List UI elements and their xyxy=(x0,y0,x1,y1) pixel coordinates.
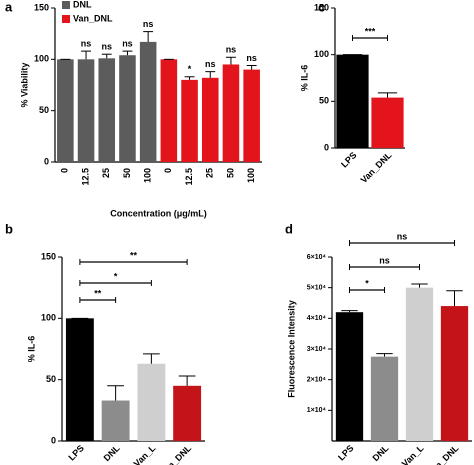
significance-label: ** xyxy=(94,288,102,298)
bar xyxy=(243,69,260,162)
y-tick-label: 4×10⁴ xyxy=(307,315,327,322)
y-tick-label: 150 xyxy=(41,251,56,261)
x-tick-label: Van_DNL xyxy=(158,443,193,465)
x-tick-label: Van_L xyxy=(132,443,158,465)
y-tick-label: 5×10⁴ xyxy=(307,285,327,292)
y-tick-label: 50 xyxy=(39,105,49,115)
panel-letter: c xyxy=(318,0,325,14)
significance-label: ns xyxy=(246,53,257,63)
x-tick-label: 50 xyxy=(225,168,235,178)
y-tick-label: 100 xyxy=(34,54,49,64)
significance-label: * xyxy=(188,64,192,74)
bar xyxy=(139,41,157,162)
y-tick-label: 0 xyxy=(51,435,56,445)
significance-label: *** xyxy=(365,26,376,36)
significance-label: ns xyxy=(379,255,390,265)
y-tick-label: 150 xyxy=(34,2,49,12)
panel-letter: b xyxy=(5,221,13,236)
bar xyxy=(137,363,166,441)
bar xyxy=(336,54,369,148)
significance-label: ** xyxy=(130,250,138,260)
bar xyxy=(181,79,198,162)
significance-label: ns xyxy=(143,19,154,29)
bar xyxy=(405,287,434,441)
x-tick-label: Van_L xyxy=(400,443,426,465)
y-tick-label: 6×10⁴ xyxy=(307,254,327,261)
legend-swatch xyxy=(62,1,70,9)
y-tick-label: 0 xyxy=(324,142,329,152)
y-axis-label: % IL-6 xyxy=(26,336,36,363)
bar xyxy=(201,77,219,162)
bar xyxy=(77,59,95,163)
y-tick-label: 1×10⁴ xyxy=(307,407,327,414)
x-tick-label: DNL xyxy=(370,443,391,464)
y-tick-label: 150 xyxy=(314,2,329,12)
bar xyxy=(101,400,130,441)
significance-label: * xyxy=(114,271,118,281)
bar xyxy=(98,58,116,162)
x-tick-label: 0 xyxy=(60,168,70,173)
x-tick-label: 12.5 xyxy=(80,168,90,186)
y-axis-label: % Viability xyxy=(19,63,29,108)
x-tick-label: 0 xyxy=(163,168,173,173)
panel-letter: d xyxy=(285,221,293,236)
x-tick-label: 50 xyxy=(122,168,132,178)
y-tick-label: 50 xyxy=(46,374,56,384)
x-tick-label: Van_DNL xyxy=(426,443,461,465)
bar xyxy=(160,59,178,163)
x-tick-label: 100 xyxy=(143,168,153,183)
x-tick-label: 25 xyxy=(205,168,215,178)
bar xyxy=(57,59,74,163)
legend-swatch xyxy=(62,15,70,23)
y-tick-label: 50 xyxy=(319,96,329,106)
bar xyxy=(119,55,136,162)
bar xyxy=(335,312,364,441)
x-tick-label: 25 xyxy=(101,168,111,178)
y-tick-label: 100 xyxy=(41,313,56,323)
x-tick-label: 12.5 xyxy=(184,168,194,186)
x-tick-label: LPS xyxy=(339,150,358,169)
significance-label: ns xyxy=(122,38,133,48)
significance-label: ns xyxy=(397,231,408,241)
significance-label: ns xyxy=(205,59,216,69)
y-tick-label: 2×10⁴ xyxy=(307,377,327,384)
x-tick-label: LPS xyxy=(336,443,355,462)
significance-label: ns xyxy=(226,45,237,55)
bar xyxy=(440,306,469,441)
legend-label: DNL xyxy=(73,0,92,9)
x-tick-label: LPS xyxy=(67,443,86,462)
y-tick-label: 100 xyxy=(314,49,329,59)
significance-label: ns xyxy=(81,38,92,48)
legend-label: Van_DNL xyxy=(73,13,113,23)
x-tick-label: 100 xyxy=(246,168,256,183)
y-axis-label: % IL-6 xyxy=(299,65,309,92)
y-axis-label: Fluorescence Intensity xyxy=(286,300,296,398)
panel-letter: a xyxy=(5,0,13,14)
y-tick-label: 0 xyxy=(44,156,49,166)
bar xyxy=(370,356,399,441)
y-tick-label: 3×10⁴ xyxy=(307,346,327,353)
bar xyxy=(173,385,202,441)
bar xyxy=(371,97,404,148)
bar xyxy=(65,318,94,441)
bar xyxy=(222,64,240,162)
significance-label: ns xyxy=(101,42,112,52)
x-axis-label: Concentration (μg/mL) xyxy=(110,208,207,218)
significance-label: * xyxy=(365,278,369,288)
x-tick-label: DNL xyxy=(102,443,123,464)
x-tick-label: Van_DNL xyxy=(359,150,394,185)
